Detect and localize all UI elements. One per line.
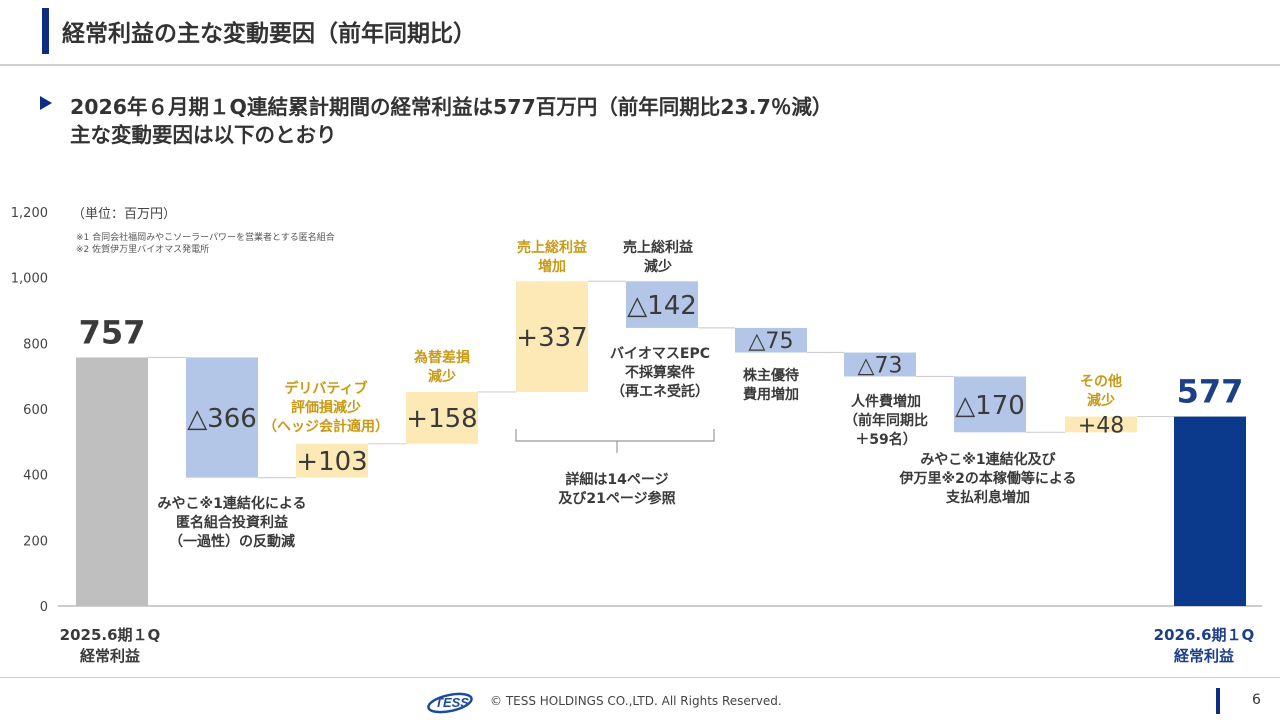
annotation-derivative-line-2: 評価損減少 <box>291 399 361 416</box>
category-start-line-1: 2025.6期１Q <box>60 626 161 644</box>
footer-divider <box>0 677 1280 678</box>
annotation-miyako-line-2: 匿名組合投資利益 <box>176 514 288 531</box>
annotation-personnel-line-2: （前年同期比 <box>844 412 928 429</box>
logo-text: TESS <box>435 695 469 710</box>
annotation-gross-profit-increase-line-2: 増加 <box>538 258 566 275</box>
page-title: 経常利益の主な変動要因（前年同期比） <box>62 21 476 47</box>
value-label-miyako: △366 <box>187 404 257 434</box>
y-tick-label-200: 200 <box>23 534 48 549</box>
footnote-1: ※1 合同会社福岡みやこソーラーパワーを営業者とする匿名組合 <box>76 231 335 243</box>
bar-derivative <box>296 443 368 478</box>
copyright-text: © TESS HOLDINGS CO.,LTD. All Rights Rese… <box>490 694 782 708</box>
annotation-interest-line-3: 支払利息増加 <box>945 489 1030 506</box>
bar-miyako <box>186 357 258 478</box>
waterfall-chart: 0 200 400 600 800 1,000 1,200 （単位：百万円） ※1 合同会社福岡… <box>11 206 1262 665</box>
annotation-fx-line-1: 為替差損 <box>413 349 471 366</box>
value-label-derivative: +103 <box>296 447 367 477</box>
annotation-personnel-line-3: ＋59名） <box>855 431 916 448</box>
bar-interest <box>954 376 1026 433</box>
unit-label: （単位：百万円） <box>72 206 176 222</box>
title-divider <box>0 64 1280 66</box>
category-end-line-1: 2026.6期１Q <box>1154 626 1255 644</box>
footnote-2: ※2 佐賀伊万里バイオマス発電所 <box>76 243 209 255</box>
annotation-derivative-line-1: デリバティブ <box>284 380 367 397</box>
bracket-note-line-1: 詳細は14ページ <box>565 471 668 488</box>
annotation-miyako-line-1: みやこ※1連結化による <box>158 495 307 512</box>
y-tick-label-400: 400 <box>23 469 48 484</box>
value-label-start: 757 <box>79 313 146 351</box>
value-label-interest: △170 <box>955 391 1025 421</box>
tess-logo: TESS <box>427 692 473 714</box>
annotation-miyako-line-3: （一過性）の反動減 <box>169 533 295 550</box>
page-number-accent <box>1216 688 1220 714</box>
title-accent-bar <box>42 8 49 54</box>
value-label-other: +48 <box>1078 413 1124 438</box>
annotation-epc-line-2: 不採算案件 <box>625 364 695 381</box>
annotation-other-line-2: 減少 <box>1087 392 1115 409</box>
value-label-fx: +158 <box>406 404 477 434</box>
annotation-gross-profit-decrease-line-2: 減少 <box>644 258 672 275</box>
value-label-gross-profit-decrease: △142 <box>627 291 697 321</box>
bar-gross-profit-decrease <box>626 281 698 328</box>
annotation-interest-line-2: 伊万里※2の本稼働等による <box>899 470 1077 487</box>
annotation-shareholder-benefit-line-1: 株主優待 <box>743 367 799 384</box>
value-label-personnel: △73 <box>858 353 903 378</box>
y-tick-label-600: 600 <box>23 403 48 418</box>
value-label-gross-profit-increase: +337 <box>516 323 587 353</box>
bar-gross-profit-increase <box>516 281 588 392</box>
value-label-end: 577 <box>1177 373 1244 411</box>
bracket-note-line-2: 及び21ページ参照 <box>558 490 675 507</box>
bar-start <box>76 357 148 606</box>
annotation-interest-line-1: みやこ※1連結化及び <box>920 451 1056 468</box>
annotation-epc-line-1: バイオマスEPC <box>610 346 710 362</box>
page-number: 6 <box>1252 692 1261 708</box>
annotation-derivative-line-3: （ヘッジ会計適用） <box>263 418 389 435</box>
bar-personnel <box>844 352 916 377</box>
y-tick-label-1200: 1,200 <box>11 206 48 221</box>
bullet-arrow-icon <box>40 96 52 110</box>
annotation-epc-line-3: （再エネ受託） <box>611 383 709 400</box>
y-tick-label-1000: 1,000 <box>11 272 48 287</box>
headline-line-2: 主な変動要因は以下のとおり <box>70 123 337 147</box>
category-start-line-2: 経常利益 <box>80 647 140 665</box>
bar-fx <box>406 391 478 444</box>
annotation-gross-profit-decrease-line-1: 売上総利益 <box>623 239 693 256</box>
y-tick-label-0: 0 <box>40 600 48 615</box>
value-label-shareholder-benefit: △75 <box>748 328 793 354</box>
headline-line-1: 2026年６月期１Q連結累計期間の経常利益は577百万円（前年同期比23.7％減… <box>70 95 833 119</box>
annotation-other-line-1: その他 <box>1080 373 1122 390</box>
bar-shareholder-benefit <box>735 327 807 353</box>
y-tick-label-800: 800 <box>23 337 48 352</box>
annotation-shareholder-benefit-line-2: 費用増加 <box>743 386 799 403</box>
bar-other <box>1065 416 1137 433</box>
annotation-gross-profit-increase-line-1: 売上総利益 <box>517 239 587 256</box>
detail-bracket <box>515 429 715 453</box>
annotation-personnel-line-1: 人件費増加 <box>851 393 921 410</box>
bar-end <box>1174 416 1246 606</box>
annotation-fx-line-2: 減少 <box>428 368 456 385</box>
category-end-line-2: 経常利益 <box>1174 647 1234 665</box>
